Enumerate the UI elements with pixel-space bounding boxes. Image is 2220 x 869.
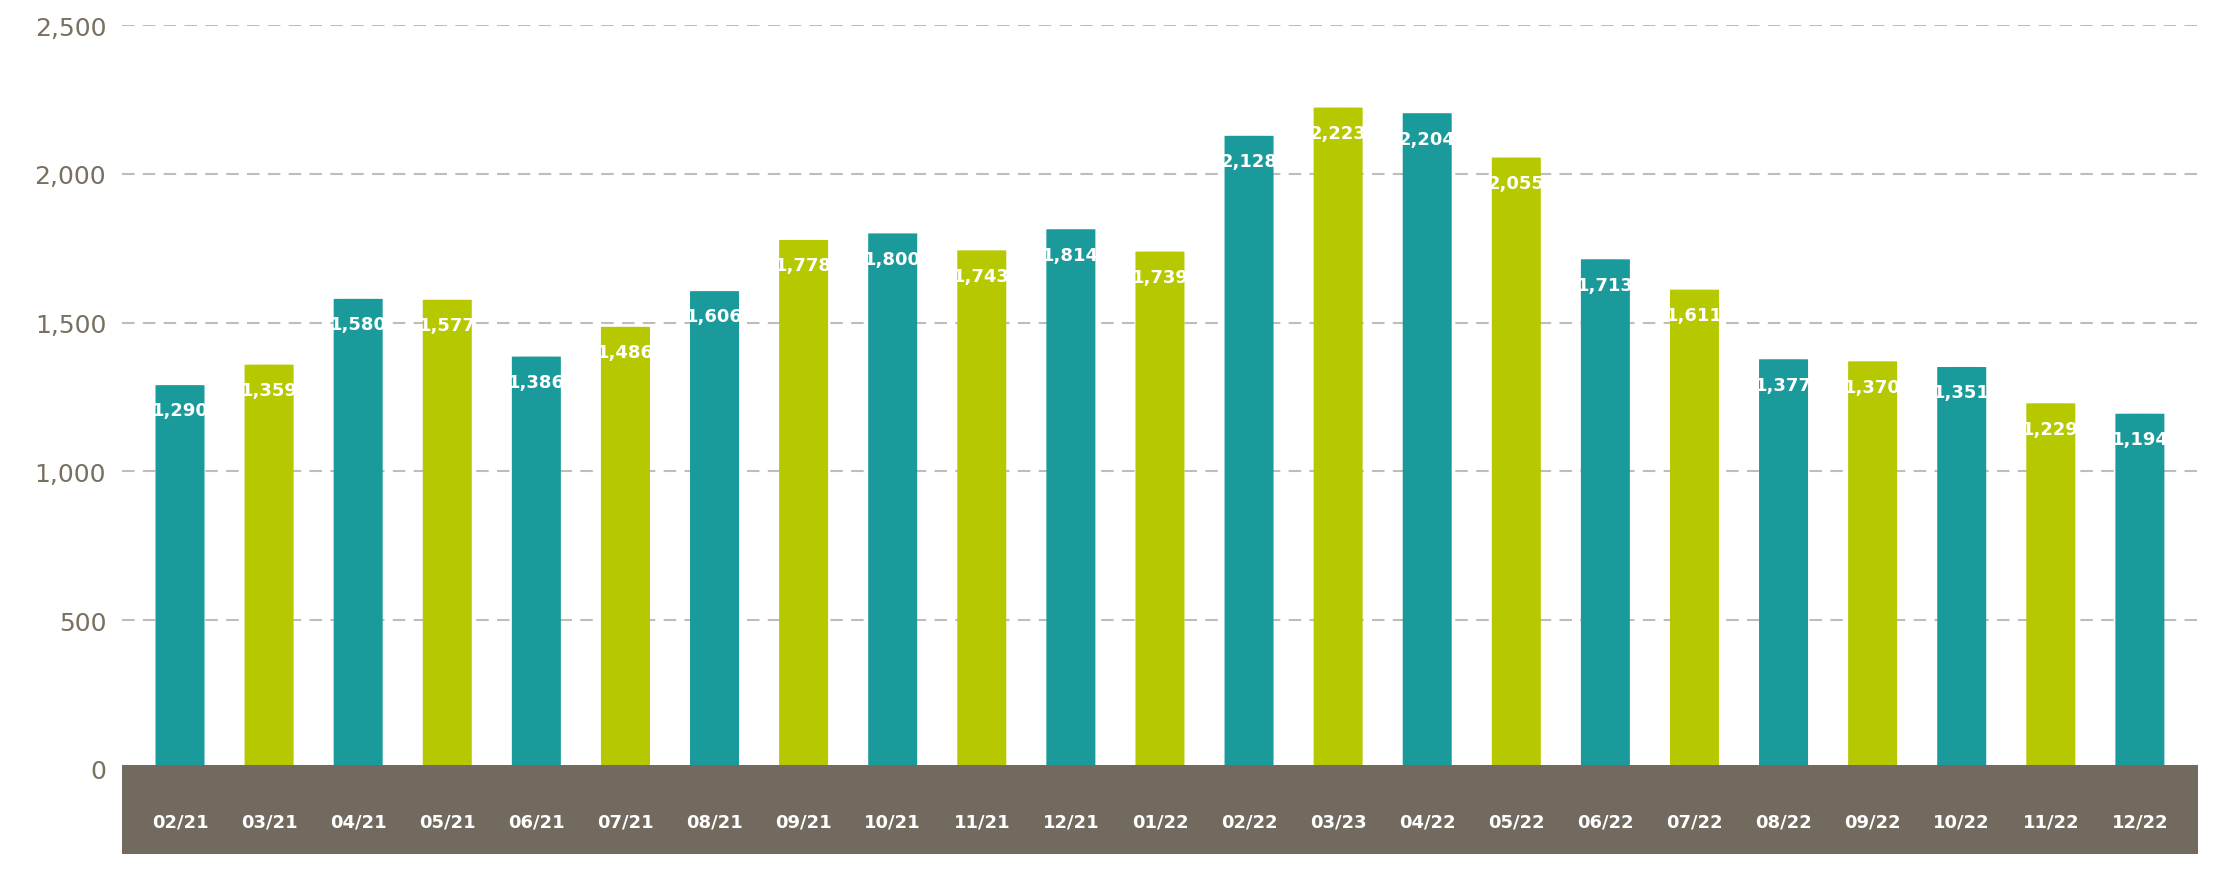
- FancyBboxPatch shape: [602, 328, 650, 843]
- FancyBboxPatch shape: [2027, 404, 2076, 843]
- FancyBboxPatch shape: [868, 234, 917, 843]
- FancyBboxPatch shape: [1046, 230, 1094, 843]
- Text: 2,128: 2,128: [1221, 153, 1276, 171]
- Text: 07/21: 07/21: [597, 813, 653, 831]
- Text: 1,814: 1,814: [1043, 246, 1099, 264]
- Text: 02/22: 02/22: [1221, 813, 1276, 831]
- Text: 1,351: 1,351: [1934, 384, 1989, 401]
- FancyBboxPatch shape: [1492, 158, 1541, 843]
- Text: 03/21: 03/21: [240, 813, 297, 831]
- FancyBboxPatch shape: [1847, 362, 1898, 843]
- Text: 11/21: 11/21: [952, 813, 1010, 831]
- FancyBboxPatch shape: [422, 301, 473, 843]
- Text: 07/22: 07/22: [1667, 813, 1723, 831]
- Text: 09/22: 09/22: [1845, 813, 1900, 831]
- FancyBboxPatch shape: [1225, 136, 1274, 843]
- Text: 06/21: 06/21: [508, 813, 564, 831]
- FancyBboxPatch shape: [1581, 260, 1629, 843]
- FancyBboxPatch shape: [1314, 109, 1363, 843]
- Text: 01/22: 01/22: [1132, 813, 1188, 831]
- Text: 1,778: 1,778: [775, 257, 832, 275]
- Text: 1,377: 1,377: [1756, 376, 1812, 395]
- Text: 1,486: 1,486: [597, 344, 655, 362]
- Text: 1,290: 1,290: [151, 402, 209, 420]
- Text: 1,386: 1,386: [508, 374, 564, 391]
- Text: 1,580: 1,580: [331, 315, 386, 334]
- FancyBboxPatch shape: [690, 292, 739, 843]
- FancyBboxPatch shape: [2116, 415, 2164, 843]
- Text: 2,204: 2,204: [1399, 130, 1456, 149]
- Text: 10/22: 10/22: [1934, 813, 1989, 831]
- Text: 1,577: 1,577: [420, 316, 475, 335]
- Text: 1,800: 1,800: [864, 250, 921, 269]
- FancyBboxPatch shape: [333, 300, 382, 843]
- Text: 11/22: 11/22: [2022, 813, 2080, 831]
- Text: 09/21: 09/21: [775, 813, 832, 831]
- Text: 05/21: 05/21: [420, 813, 475, 831]
- Text: 1,611: 1,611: [1665, 307, 1723, 325]
- Text: 2,055: 2,055: [1487, 175, 1545, 193]
- FancyBboxPatch shape: [1669, 290, 1718, 843]
- Text: 2,223: 2,223: [1310, 125, 1368, 143]
- Text: 1,194: 1,194: [2111, 430, 2169, 448]
- Text: 10/21: 10/21: [864, 813, 921, 831]
- Text: 1,229: 1,229: [2022, 420, 2080, 438]
- FancyBboxPatch shape: [513, 357, 562, 843]
- FancyBboxPatch shape: [244, 365, 293, 843]
- Text: 04/21: 04/21: [331, 813, 386, 831]
- FancyBboxPatch shape: [1403, 114, 1452, 843]
- Text: 03/23: 03/23: [1310, 813, 1368, 831]
- Text: 1,743: 1,743: [952, 268, 1010, 285]
- FancyBboxPatch shape: [155, 386, 204, 843]
- FancyBboxPatch shape: [779, 241, 828, 843]
- Text: 1,713: 1,713: [1576, 276, 1634, 295]
- FancyBboxPatch shape: [1134, 252, 1185, 843]
- Text: 12/21: 12/21: [1043, 813, 1099, 831]
- Text: 12/22: 12/22: [2111, 813, 2169, 831]
- Text: 08/22: 08/22: [1756, 813, 1812, 831]
- Text: 08/21: 08/21: [686, 813, 744, 831]
- Text: 1,370: 1,370: [1845, 378, 1900, 396]
- Text: 1,359: 1,359: [240, 381, 297, 400]
- Text: 1,739: 1,739: [1132, 269, 1188, 287]
- Text: 04/22: 04/22: [1399, 813, 1456, 831]
- FancyBboxPatch shape: [957, 251, 1006, 843]
- Text: 05/22: 05/22: [1487, 813, 1545, 831]
- FancyBboxPatch shape: [1758, 360, 1807, 843]
- Text: 1,606: 1,606: [686, 308, 744, 326]
- Text: 06/22: 06/22: [1576, 813, 1634, 831]
- Text: 02/21: 02/21: [151, 813, 209, 831]
- FancyBboxPatch shape: [1938, 368, 1987, 843]
